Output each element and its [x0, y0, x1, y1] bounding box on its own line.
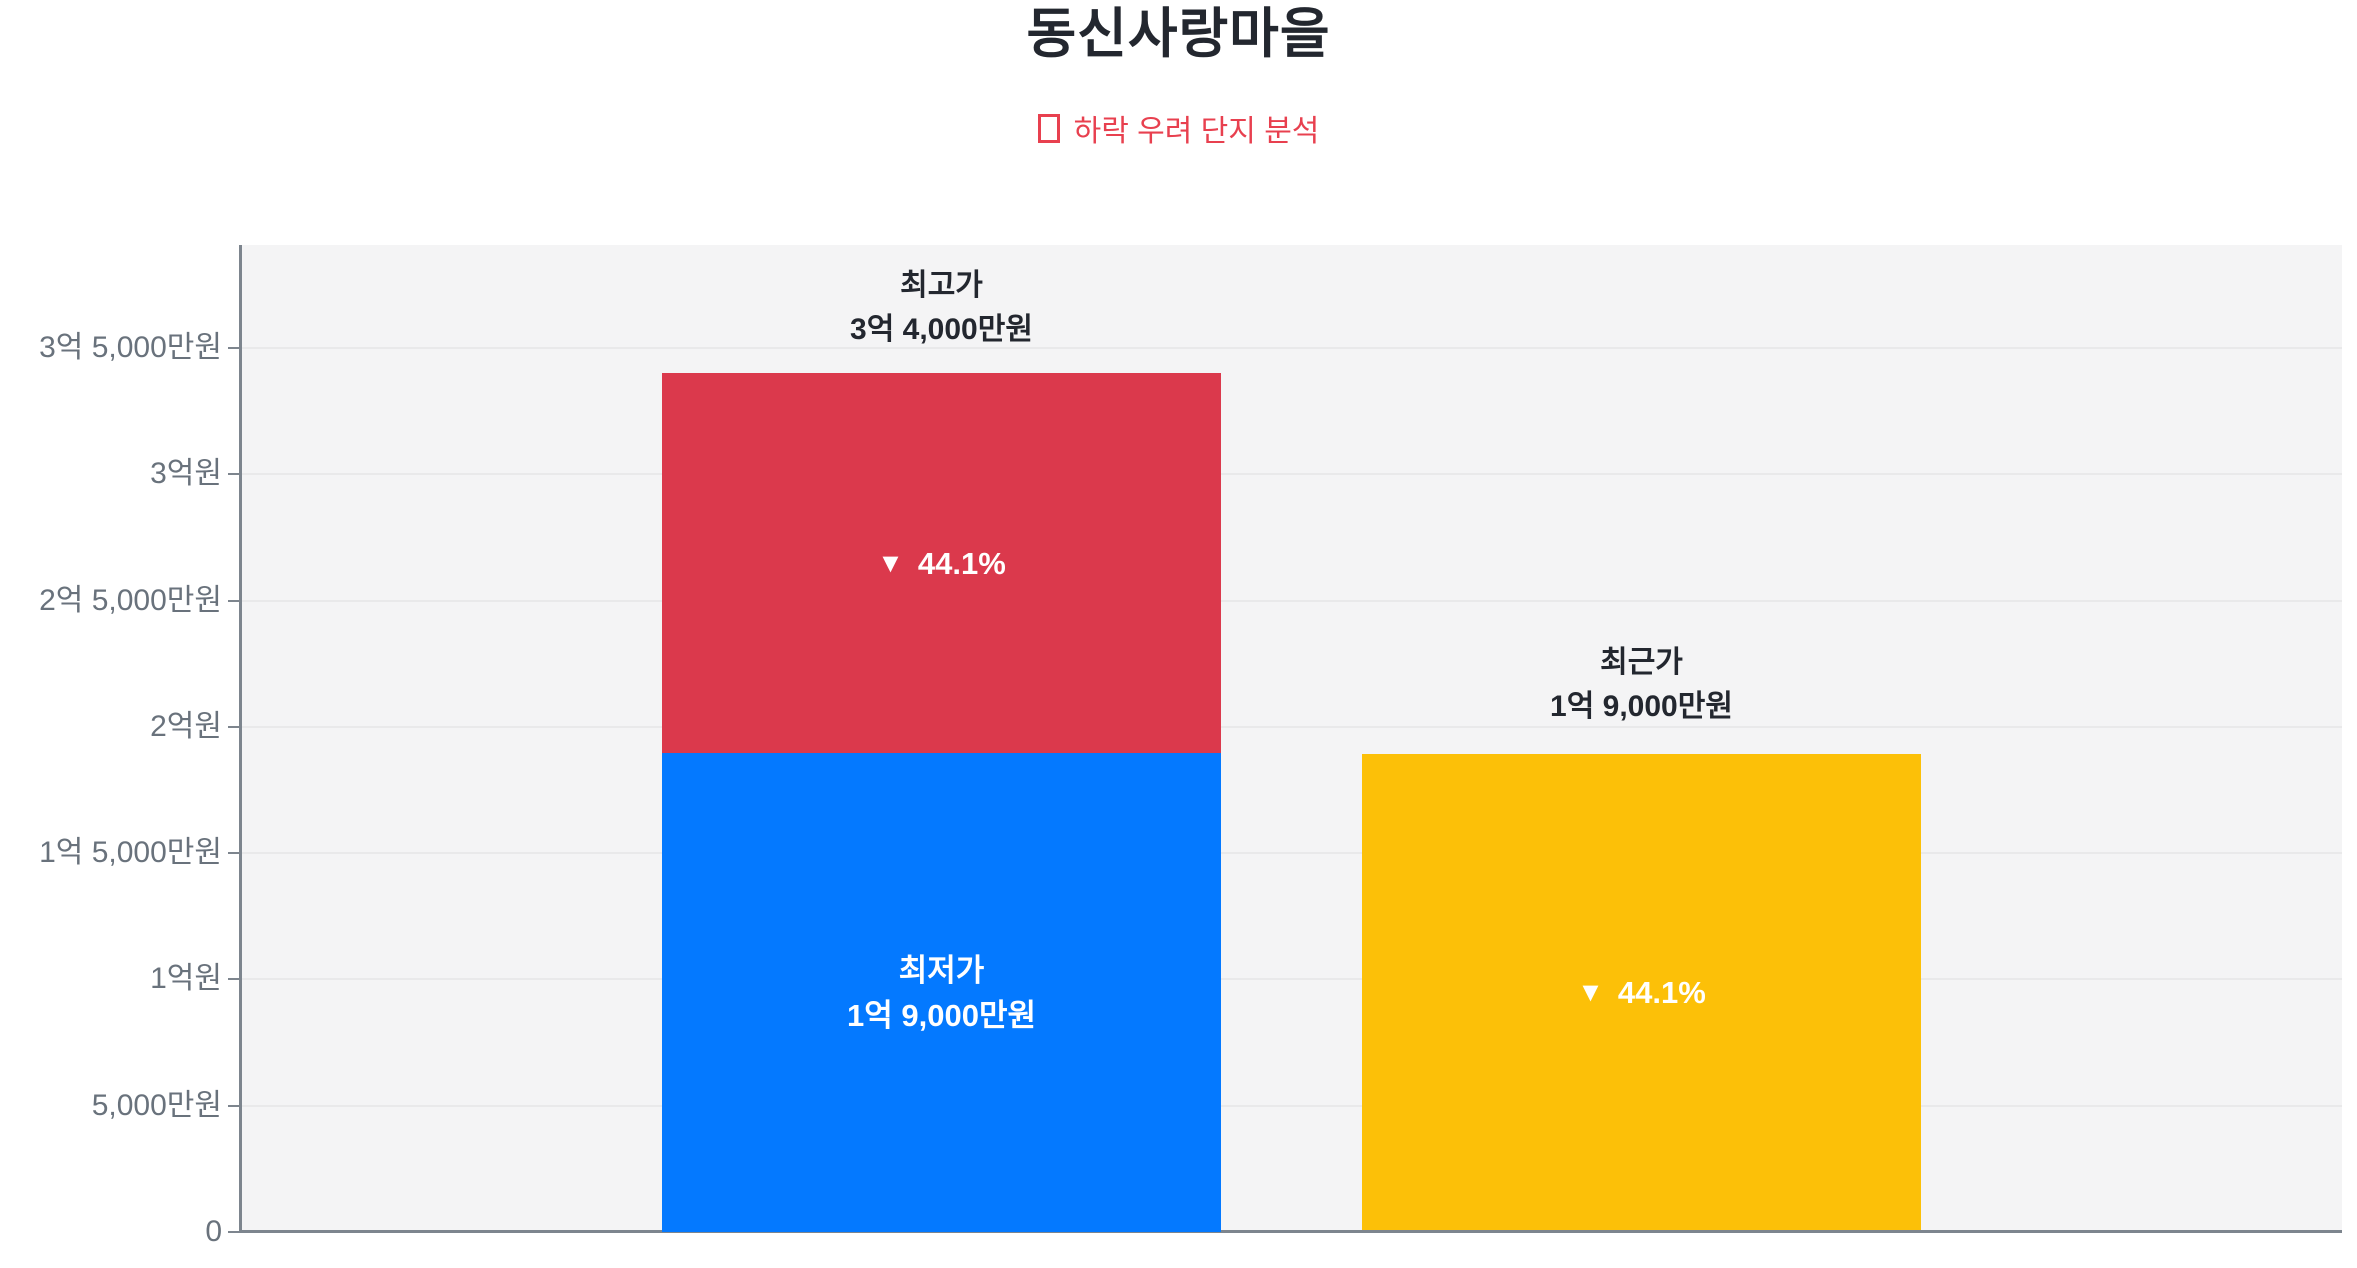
y-axis-tick-label: 1억 5,000만원: [39, 836, 222, 869]
gridline: [242, 347, 2342, 349]
lowest-price-value: 1억 9,000만원: [847, 997, 1036, 1033]
y-axis-tick-label: 3억 5,000만원: [39, 331, 222, 364]
gridline: [242, 600, 2342, 602]
y-axis-tick-label: 0: [205, 1215, 222, 1248]
y-axis-tick: [228, 978, 240, 980]
y-axis-tick-label: 5,000만원: [91, 1089, 222, 1122]
y-axis-tick: [228, 726, 240, 728]
drop-percent-label: 44.1%: [1617, 974, 1706, 1010]
y-axis-tick-label: 1억원: [150, 962, 222, 995]
drop-percent-label: 44.1%: [917, 545, 1006, 581]
gridline: [242, 1105, 2342, 1107]
gridline: [242, 726, 2342, 728]
bar-recent-price[interactable]: ▼ 44.1%: [1362, 754, 1921, 1230]
annotation-highest-price: 최고가 3억 4,000만원: [662, 264, 1221, 352]
bar-segment-drop-range[interactable]: ▼ 44.1%: [662, 373, 1221, 753]
y-axis-tick-label: 2억 5,000만원: [39, 584, 222, 617]
annotation-highest-price-value: 3억 4,000만원: [850, 313, 1033, 346]
y-axis-tick: [228, 600, 240, 602]
page-subtitle-text: 하락 우려 단지 분석: [1073, 115, 1320, 148]
drop-label-row: ▼ 44.1%: [1577, 970, 1706, 1015]
y-axis-line: [239, 245, 242, 1233]
y-axis-tick: [228, 1231, 240, 1233]
gridline: [242, 852, 2342, 854]
y-axis-tick: [228, 852, 240, 854]
y-axis-tick: [228, 347, 240, 349]
gridline: [242, 473, 2342, 475]
y-axis-tick: [228, 473, 240, 475]
annotation-recent-price-value: 1억 9,000만원: [1550, 690, 1733, 723]
plot-area: [242, 245, 2342, 1230]
annotation-recent-price: 최근가 1억 9,000만원: [1362, 641, 1921, 729]
y-axis-tick: [228, 1105, 240, 1107]
bar-segment-lowest-price[interactable]: 최저가 1억 9,000만원: [662, 753, 1221, 1232]
page-subtitle: 하락 우려 단지 분석: [0, 112, 2357, 152]
lowest-price-label: 최저가: [898, 952, 985, 988]
annotation-recent-price-label: 최근가: [1600, 646, 1683, 679]
y-axis-tick-label: 2억원: [150, 710, 222, 743]
drop-label-row: ▼ 44.1%: [877, 541, 1006, 586]
x-axis-line: [239, 1230, 2342, 1233]
y-axis-tick-label: 3억원: [150, 457, 222, 490]
page-title: 동신사랑마을: [1026, 4, 1331, 64]
down-triangle-icon: ▼: [1577, 976, 1604, 1007]
down-triangle-icon: ▼: [877, 547, 904, 578]
subtitle-box-icon: [1037, 114, 1060, 143]
annotation-highest-price-label: 최고가: [900, 269, 983, 302]
gridline: [242, 978, 2342, 980]
